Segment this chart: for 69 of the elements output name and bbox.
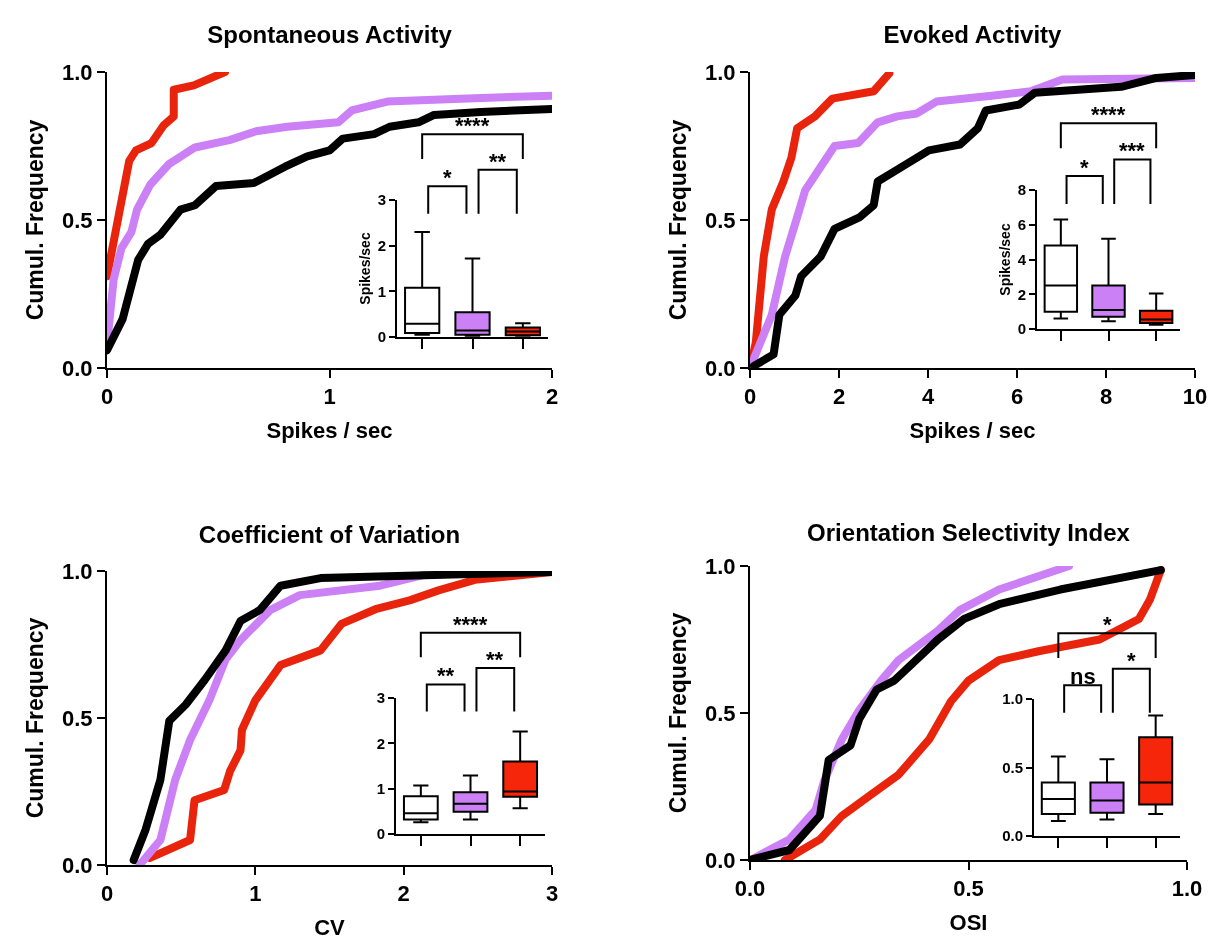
y-tick-label: 0.5 — [705, 700, 736, 726]
x-axis-title: OSI — [949, 909, 988, 935]
y-tick-label: 1.0 — [62, 59, 93, 85]
x-tick-label: 0.0 — [734, 876, 766, 902]
annotation: * — [1127, 648, 1136, 673]
x-tick-label: 1 — [249, 881, 262, 907]
x-tick-label: 0 — [743, 384, 757, 410]
y-tick-label: 1.0 — [705, 59, 736, 85]
annotation: * — [443, 165, 452, 190]
y-tick-label: 0 — [377, 328, 386, 346]
y-tick-label: 3 — [376, 689, 385, 707]
x-tick-label: 0 — [100, 384, 114, 410]
x-axis-title: CV — [314, 914, 346, 940]
x-tick-label: 3 — [545, 881, 559, 907]
x-axis-title: Spikes / sec — [909, 417, 1036, 443]
annotation: ns — [1070, 664, 1096, 689]
x-tick-label: 10 — [1182, 384, 1208, 410]
y-tick-label: 3 — [377, 191, 386, 209]
y-axis-title: Cumul. Frequency — [664, 612, 691, 814]
y-tick-label: 1 — [377, 282, 386, 300]
y-tick-label: 0 — [376, 825, 385, 843]
annotation: ** — [486, 647, 504, 672]
chart-title: Spontaneous Activity — [207, 20, 453, 48]
y-tick-label: 6 — [1017, 216, 1026, 233]
y-tick-label: 1.0 — [62, 558, 93, 584]
x-tick-label: 1.0 — [1171, 876, 1203, 902]
y-tick-label: 0.5 — [705, 207, 736, 233]
x-tick-label: 4 — [921, 384, 935, 410]
y-tick-label: 0 — [1017, 320, 1026, 338]
annotation: * — [1080, 155, 1089, 180]
x-axis-title: Spikes / sec — [266, 417, 393, 443]
chart-title: Evoked Activity — [883, 20, 1063, 48]
y-axis-title: Spikes/sec — [356, 232, 373, 305]
chart-title: Orientation Selectivity Index — [807, 518, 1131, 546]
annotation: *** — [1119, 138, 1146, 163]
x-tick-label: 2 — [832, 384, 846, 410]
y-axis-title: Spikes/sec — [996, 223, 1013, 296]
annotation: * — [1103, 612, 1112, 637]
y-tick-label: 0.0 — [705, 355, 736, 381]
annotation: **** — [1091, 102, 1126, 127]
y-tick-label: 8 — [1017, 181, 1026, 199]
y-axis-title: Cumul. Frequency — [664, 119, 691, 321]
x-tick-label: 8 — [1099, 384, 1113, 410]
annotation: ** — [437, 663, 455, 688]
y-tick-label: 4 — [1017, 250, 1027, 268]
y-tick-label: 1.0 — [1002, 690, 1023, 708]
x-tick-label: 0 — [100, 881, 114, 907]
y-tick-label: 0.0 — [1002, 827, 1023, 845]
x-tick-label: 2 — [545, 384, 559, 410]
y-tick-label: 0.5 — [1002, 758, 1023, 776]
y-tick-label: 2 — [1017, 285, 1026, 303]
y-axis-title: Cumul. Frequency — [21, 119, 48, 321]
chart-title: Coefficient of Variation — [198, 521, 461, 549]
annotation: **** — [453, 612, 488, 637]
y-tick-label: 2 — [377, 236, 386, 254]
y-tick-label: 1.0 — [705, 553, 736, 579]
y-tick-label: 2 — [376, 734, 385, 752]
y-tick-label: 0.0 — [705, 847, 736, 873]
x-tick-label: 0.5 — [953, 876, 984, 902]
annotation: **** — [455, 113, 490, 138]
x-tick-label: 2 — [397, 881, 410, 907]
y-tick-label: 0.5 — [62, 705, 93, 731]
y-tick-label: 1 — [376, 779, 385, 797]
annotation: ** — [489, 149, 507, 174]
x-tick-label: 1 — [323, 384, 336, 410]
y-tick-label: 0.5 — [62, 207, 93, 233]
y-tick-label: 0.0 — [62, 852, 93, 878]
y-tick-label: 0.0 — [62, 355, 93, 381]
y-axis-title: Cumul. Frequency — [21, 617, 48, 819]
